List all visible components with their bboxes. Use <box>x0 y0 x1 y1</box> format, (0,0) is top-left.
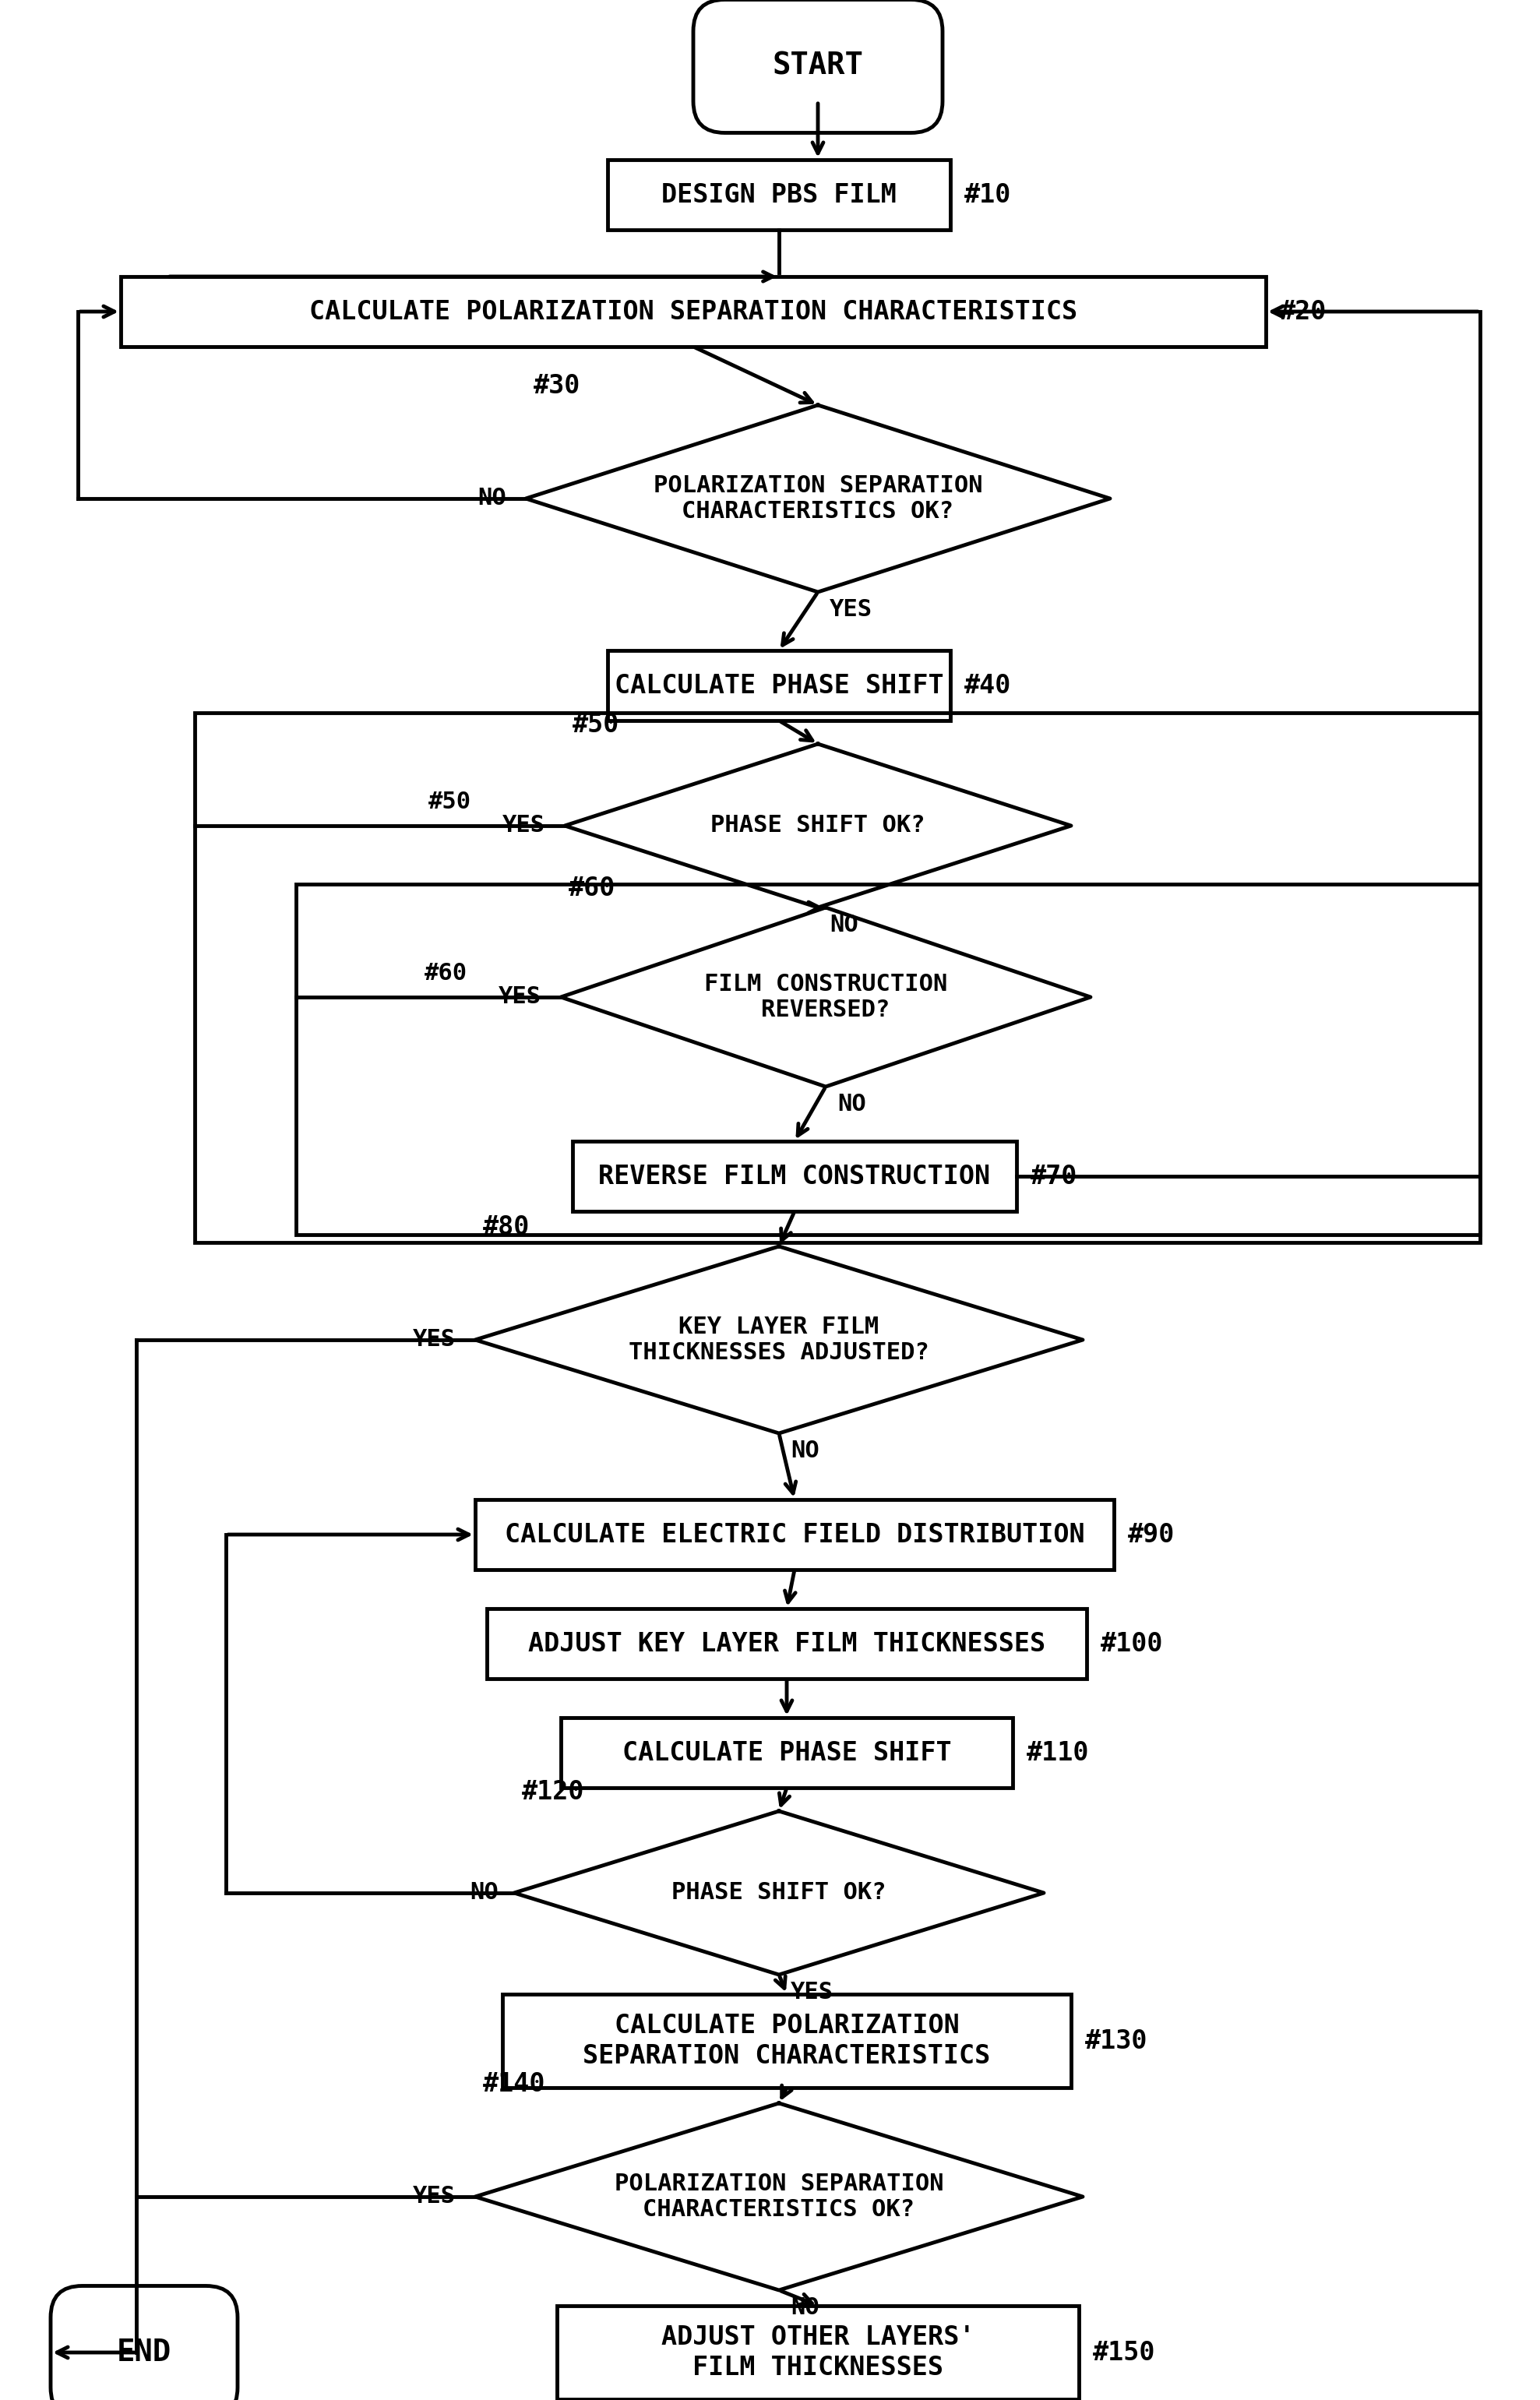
Text: #140: #140 <box>484 2071 545 2098</box>
Bar <box>476 1500 1113 1570</box>
Text: CALCULATE POLARIZATION
SEPARATION CHARACTERISTICS: CALCULATE POLARIZATION SEPARATION CHARAC… <box>584 2014 990 2069</box>
Text: FILM CONSTRUCTION
REVERSED?: FILM CONSTRUCTION REVERSED? <box>704 972 947 1022</box>
Text: NO: NO <box>477 487 507 509</box>
Text: CALCULATE POLARIZATION SEPARATION CHARACTERISTICS: CALCULATE POLARIZATION SEPARATION CHARAC… <box>310 298 1078 324</box>
Text: NO: NO <box>790 2297 819 2318</box>
Text: ADJUST KEY LAYER FILM THICKNESSES: ADJUST KEY LAYER FILM THICKNESSES <box>528 1630 1046 1656</box>
Text: YES: YES <box>499 986 542 1008</box>
Text: START: START <box>773 50 864 82</box>
Text: POLARIZATION SEPARATION
CHARACTERISTICS OK?: POLARIZATION SEPARATION CHARACTERISTICS … <box>614 2172 944 2220</box>
Text: YES: YES <box>413 2186 456 2208</box>
Text: KEY LAYER FILM
THICKNESSES ADJUSTED?: KEY LAYER FILM THICKNESSES ADJUSTED? <box>628 1315 929 1363</box>
FancyBboxPatch shape <box>693 0 942 132</box>
Bar <box>194 713 1480 1243</box>
Text: #130: #130 <box>1086 2028 1147 2054</box>
Text: NO: NO <box>830 914 858 936</box>
Bar <box>296 883 1480 1234</box>
Text: #50: #50 <box>573 713 619 737</box>
Text: END: END <box>117 2338 171 2366</box>
Bar <box>557 2306 1080 2400</box>
Bar <box>502 1994 1070 2088</box>
Text: #90: #90 <box>1127 1522 1175 1548</box>
Text: NO: NO <box>790 1440 819 1462</box>
Text: NO: NO <box>838 1092 865 1116</box>
Text: YES: YES <box>830 598 873 622</box>
Bar <box>120 276 1266 346</box>
Text: POLARIZATION SEPARATION
CHARACTERISTICS OK?: POLARIZATION SEPARATION CHARACTERISTICS … <box>653 475 983 523</box>
FancyBboxPatch shape <box>51 2285 237 2400</box>
Text: #10: #10 <box>964 182 1012 206</box>
Text: CALCULATE PHASE SHIFT: CALCULATE PHASE SHIFT <box>622 1740 952 1766</box>
Text: #100: #100 <box>1101 1630 1163 1656</box>
Text: #30: #30 <box>533 372 581 398</box>
Text: CALCULATE PHASE SHIFT: CALCULATE PHASE SHIFT <box>614 672 944 698</box>
Text: #20: #20 <box>1280 298 1327 324</box>
Bar <box>487 1608 1087 1678</box>
Text: #70: #70 <box>1030 1164 1078 1188</box>
Text: #60: #60 <box>568 876 616 902</box>
Bar <box>608 650 950 720</box>
Text: #120: #120 <box>522 1778 585 1805</box>
Text: PHASE SHIFT OK?: PHASE SHIFT OK? <box>671 1882 887 1903</box>
Text: YES: YES <box>790 1980 833 2004</box>
Text: #150: #150 <box>1093 2340 1155 2366</box>
Bar <box>561 1718 1013 1788</box>
Text: #40: #40 <box>964 672 1012 698</box>
Text: YES: YES <box>413 1330 456 1351</box>
Text: #60: #60 <box>425 962 467 984</box>
Text: #50: #50 <box>428 792 471 814</box>
Text: REVERSE FILM CONSTRUCTION: REVERSE FILM CONSTRUCTION <box>599 1164 990 1188</box>
Text: NO: NO <box>470 1882 499 1903</box>
Bar <box>608 161 950 230</box>
Text: CALCULATE ELECTRIC FIELD DISTRIBUTION: CALCULATE ELECTRIC FIELD DISTRIBUTION <box>505 1522 1084 1548</box>
Text: ADJUST OTHER LAYERS'
FILM THICKNESSES: ADJUST OTHER LAYERS' FILM THICKNESSES <box>661 2326 975 2381</box>
Text: #80: #80 <box>484 1214 530 1241</box>
Bar <box>573 1140 1016 1212</box>
Text: #110: #110 <box>1027 1740 1089 1766</box>
Text: DESIGN PBS FILM: DESIGN PBS FILM <box>661 182 896 206</box>
Text: PHASE SHIFT OK?: PHASE SHIFT OK? <box>710 814 926 838</box>
Text: YES: YES <box>502 814 545 838</box>
